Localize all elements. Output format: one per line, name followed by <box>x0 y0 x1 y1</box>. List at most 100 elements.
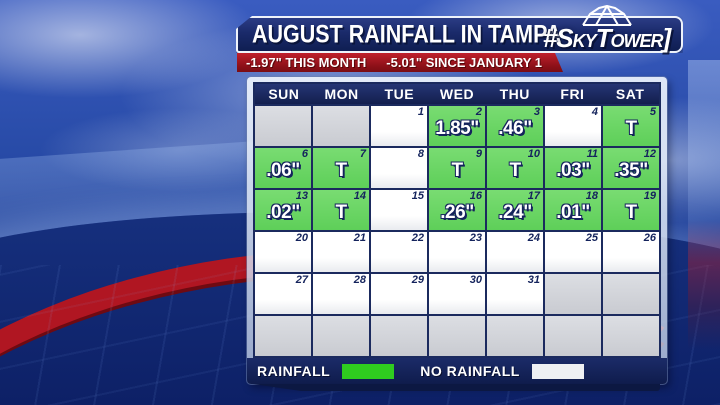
calendar-cell-aug-13: 13.02" <box>255 190 311 230</box>
rainfall-value: .35" <box>614 159 648 181</box>
weekday-label: SAT <box>615 86 645 102</box>
calendar-cell-aug-31: 31 <box>487 274 543 314</box>
calendar-cell-aug-3: 3.46" <box>487 106 543 146</box>
day-number: 13 <box>295 190 308 202</box>
calendar-cell-aug-15: 15 <box>371 190 427 230</box>
weekday-row: SUN MON TUE WED THU FRI SAT <box>253 82 661 104</box>
calendar-cell-empty <box>255 106 311 146</box>
calendar-cell-empty <box>313 316 369 356</box>
day-number: 29 <box>411 274 424 286</box>
page-title: AUGUST RAINFALL IN TAMPA <box>252 20 562 48</box>
calendar-cell-aug-2: 2 1.85" <box>429 106 485 146</box>
day-number: 22 <box>411 232 424 244</box>
calendar-cell-aug-16: 16.26" <box>429 190 485 230</box>
stats-banner: -1.97" THIS MONTH -5.01" SINCE JANUARY 1 <box>237 53 563 72</box>
day-number: 21 <box>353 232 366 244</box>
weekday-label: FRI <box>560 86 585 102</box>
logo-text-row: #SkyTower] <box>516 23 698 54</box>
calendar-cell-empty <box>545 274 601 314</box>
legend-dry-swatch <box>531 363 584 379</box>
skytower-logo: #SkyTower] <box>516 4 698 58</box>
day-number: 16 <box>469 190 482 202</box>
day-number: 15 <box>411 190 424 202</box>
legend-rain-swatch <box>342 363 395 379</box>
day-number: 18 <box>585 190 598 202</box>
weekday-label: WED <box>439 86 475 102</box>
day-number: 26 <box>643 232 656 244</box>
day-number: 7 <box>359 148 366 160</box>
rainfall-value: 1.85" <box>435 117 479 139</box>
calendar-cell-aug-19: 19 T <box>603 190 659 230</box>
calendar-cell-aug-18: 18.01" <box>545 190 601 230</box>
calendar-cell-aug-20: 20 <box>255 232 311 272</box>
panel-footer-tail <box>253 384 660 391</box>
day-number: 3 <box>533 106 540 118</box>
day-number: 1 <box>417 106 424 118</box>
calendar-cell-aug-14: 14 T <box>313 190 369 230</box>
rainfall-value: T <box>509 159 521 181</box>
calendar-cell-aug-27: 27 <box>255 274 311 314</box>
rainfall-value: T <box>335 159 347 181</box>
rainfall-value: T <box>625 117 637 139</box>
legend-dry-label: NO RAINFALL <box>420 363 520 379</box>
legend-bar: RAINFALL NO RAINFALL <box>247 358 667 384</box>
rainfall-value: .01" <box>556 201 590 223</box>
calendar-cell-aug-11: 11.03" <box>545 148 601 188</box>
rainfall-value: T <box>335 201 347 223</box>
calendar-cell-empty <box>603 274 659 314</box>
geodesic-dome-icon <box>582 5 632 26</box>
title-banner: AUGUST RAINFALL IN TAMPA <box>236 16 683 53</box>
rainfall-value: .06" <box>266 159 300 181</box>
rainfall-value: T <box>451 159 463 181</box>
logo-bracket: ] <box>662 23 672 53</box>
day-number: 4 <box>591 106 598 118</box>
calendar-cell-aug-22: 22 <box>371 232 427 272</box>
rainfall-value: .24" <box>498 201 532 223</box>
rainfall-value: .26" <box>440 201 474 223</box>
day-number: 17 <box>527 190 540 202</box>
day-number: 9 <box>475 148 482 160</box>
calendar-cell-aug-26: 26 <box>603 232 659 272</box>
day-number: 12 <box>643 148 656 160</box>
rainfall-value: .46" <box>498 117 532 139</box>
calendar-panel: SUN MON TUE WED THU FRI SAT 1 2 1.85" 3.46" 4 5 T 6.0… <box>247 77 667 384</box>
calendar-cell-aug-28: 28 <box>313 274 369 314</box>
weekday-label: SUN <box>268 86 300 102</box>
rainfall-value: .03" <box>556 159 590 181</box>
day-number: 19 <box>643 190 656 202</box>
rainfall-value: .02" <box>266 201 300 223</box>
day-number: 10 <box>527 148 540 160</box>
weekday-label: THU <box>499 86 530 102</box>
calendar-cell-empty <box>487 316 543 356</box>
calendar-cell-empty <box>371 316 427 356</box>
calendar-grid: 1 2 1.85" 3.46" 4 5 T 6.06" 7 T 8 9 T 10 T 11.03" 12.35"… <box>253 104 661 358</box>
day-number: 14 <box>353 190 366 202</box>
day-number: 30 <box>469 274 482 286</box>
calendar-cell-empty <box>429 316 485 356</box>
day-number: 31 <box>527 274 540 286</box>
calendar-cell-aug-4: 4 <box>545 106 601 146</box>
calendar-cell-empty <box>545 316 601 356</box>
rainfall-value: T <box>625 201 637 223</box>
calendar-cell-aug-12: 12.35" <box>603 148 659 188</box>
day-number: 2 <box>475 106 482 118</box>
calendar-cell-empty <box>603 316 659 356</box>
day-number: 28 <box>353 274 366 286</box>
stat-since-january: -5.01" SINCE JANUARY 1 <box>386 55 543 70</box>
calendar-cell-empty <box>313 106 369 146</box>
calendar-cell-aug-30: 30 <box>429 274 485 314</box>
logo-text: #SkyTower <box>542 23 664 53</box>
calendar-cell-empty <box>255 316 311 356</box>
legend-rain-label: RAINFALL <box>257 363 331 379</box>
day-number: 23 <box>469 232 482 244</box>
day-number: 27 <box>295 274 308 286</box>
calendar-cell-aug-10: 10 T <box>487 148 543 188</box>
day-number: 5 <box>649 106 656 118</box>
calendar-cell-aug-6: 6.06" <box>255 148 311 188</box>
day-number: 11 <box>586 148 598 160</box>
day-number: 25 <box>585 232 598 244</box>
